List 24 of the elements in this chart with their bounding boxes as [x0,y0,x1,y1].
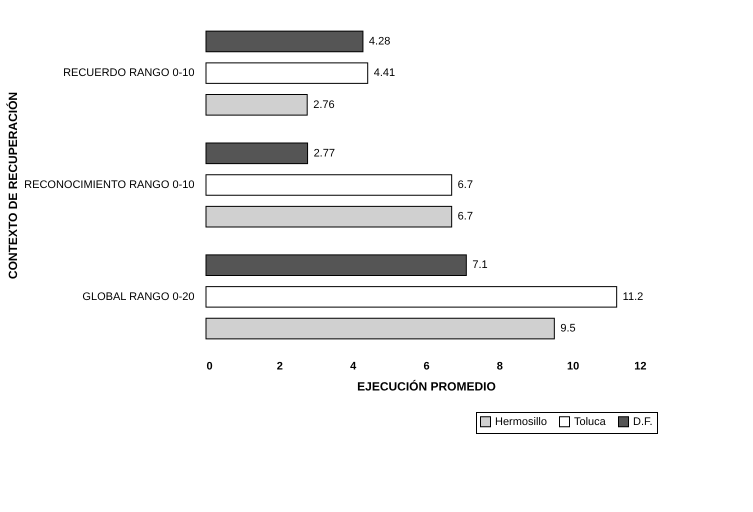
y-tick-label: RECONOCIMIENTO RANGO 0-10 [24,179,194,191]
legend-label: Hermosillo [495,416,547,428]
x-tick-label: 10 [567,360,580,372]
x-tick-label: 2 [276,360,283,372]
x-tick-label: 6 [423,360,430,372]
x-tick-label: 8 [496,360,503,372]
data-label: 7.1 [472,259,488,272]
data-label: 2.76 [313,98,335,111]
y-tick-label: GLOBAL RANGO 0-20 [82,290,194,303]
data-label: 4.41 [374,67,396,80]
legend-label: D.F. [633,416,653,428]
x-tick-label: 4 [350,360,358,372]
data-label: 11.2 [622,290,644,303]
data-label: 2.77 [314,147,335,160]
y-tick-label: RECUERDO RANGO 0-10 [63,67,194,80]
data-label: 6.7 [458,210,473,223]
data-label: 4.28 [368,35,390,48]
data-label: 9.5 [560,322,576,335]
legend-label: Toluca [574,416,607,428]
x-tick-label: 12 [634,360,646,372]
x-axis-title: EJECUCIÓN PROMEDIO [357,380,496,394]
data-label: 6.7 [458,179,473,191]
x-tick-label: 0 [206,360,213,372]
y-axis-title: CONTEXTO DE RECUPERACIÓN [6,92,20,280]
